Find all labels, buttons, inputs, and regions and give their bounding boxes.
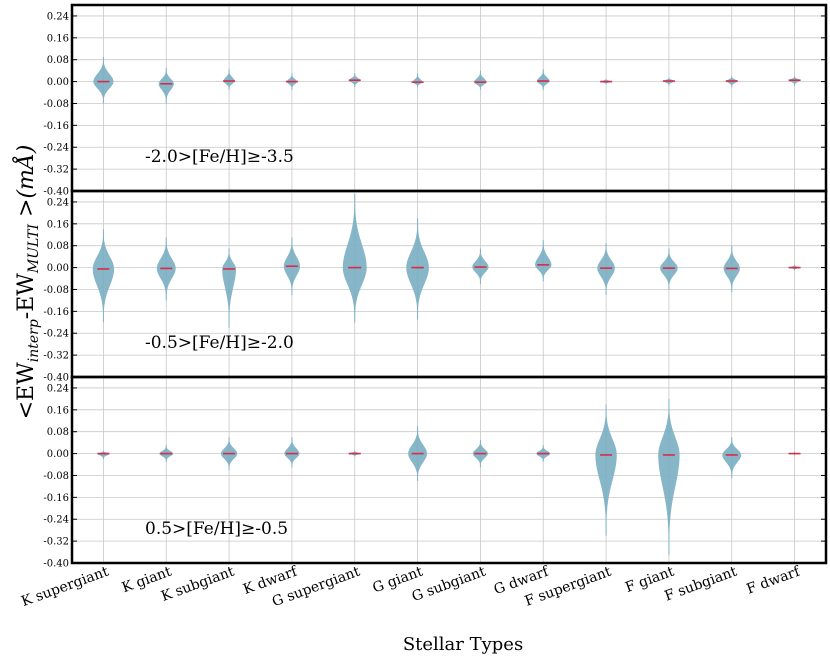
x-tick-label-11: F subgiant <box>662 564 739 605</box>
ytick-label-2-8: 0.24 <box>47 197 69 208</box>
y-axis-label-mid: -EW <box>14 273 39 319</box>
ytick-label-1-5: 0.00 <box>47 77 69 88</box>
ytick-label-2-4: -0.08 <box>43 285 69 296</box>
panel-frame-3 <box>70 375 828 565</box>
ytick-label-2-0: -0.40 <box>43 373 69 384</box>
ytick-label-2-5: 0.00 <box>47 263 69 274</box>
ytick-label-3-1: -0.32 <box>43 537 69 548</box>
y-axis-label-sub-multi: MULTI <box>26 223 42 274</box>
x-axis-label: Stellar Types <box>403 634 523 655</box>
ytick-label-3-7: 0.16 <box>47 405 69 416</box>
x-tick-label-1: K supergiant <box>19 564 111 610</box>
ytick-label-2-3: -0.16 <box>43 307 69 318</box>
panel-label-1: -2.0>[Fe/H]≥-3.5 <box>145 147 294 167</box>
ytick-label-1-2: -0.24 <box>43 143 69 154</box>
panels-layer: -0.40 -0.32 -0.24 -0.16 -0.08 0.00 0.08 0.16 0.2… <box>43 3 828 570</box>
ytick-label-1-8: 0.24 <box>47 11 69 22</box>
ytick-label-3-2: -0.24 <box>43 515 69 526</box>
x-tick-label-12: F dwarf <box>744 563 803 598</box>
ytick-label-1-6: 0.08 <box>47 55 69 66</box>
ytick-label-2-6: 0.08 <box>47 241 69 252</box>
ytick-label-2-1: -0.32 <box>43 351 69 362</box>
x-tick-label-3: K subgiant <box>159 564 237 605</box>
ytick-label-3-6: 0.08 <box>47 427 69 438</box>
ytick-label-1-4: -0.08 <box>43 99 69 110</box>
ytick-label-3-5: 0.00 <box>47 449 69 460</box>
ytick-label-1-3: -0.16 <box>43 121 69 132</box>
panel-2: -0.40 -0.32 -0.24 -0.16 -0.08 0.00 0.08 0.16 0.2… <box>43 189 828 384</box>
ytick-label-3-8: 0.24 <box>47 383 69 394</box>
y-axis-label-sub-interp: interp <box>26 319 42 362</box>
ytick-label-2-7: 0.16 <box>47 219 69 230</box>
y-axis-label: <EWinterp-EWMULTI >(mÅ) <box>11 145 42 420</box>
panel-label-3: 0.5>[Fe/H]≥-0.5 <box>145 519 288 539</box>
ytick-label-3-0: -0.40 <box>43 559 69 570</box>
y-axis-label-prefix: <EW <box>14 362 39 419</box>
ytick-label-3-3: -0.16 <box>43 493 69 504</box>
ytick-label-3-4: -0.08 <box>43 471 69 482</box>
panel-label-2: -0.5>[Fe/H]≥-2.0 <box>145 333 294 353</box>
ytick-label-2-2: -0.24 <box>43 329 69 340</box>
panel-3: -0.40 -0.32 -0.24 -0.16 -0.08 0.00 0.08 0.16 0.2… <box>43 375 828 570</box>
ytick-label-1-7: 0.16 <box>47 33 69 44</box>
ytick-label-1-0: -0.40 <box>43 187 69 198</box>
y-axis-label-suffix: >(mÅ) <box>11 145 39 224</box>
panel-1: -0.40 -0.32 -0.24 -0.16 -0.08 0.00 0.08 0.16 0.2… <box>43 3 828 198</box>
ytick-label-1-1: -0.32 <box>43 165 69 176</box>
